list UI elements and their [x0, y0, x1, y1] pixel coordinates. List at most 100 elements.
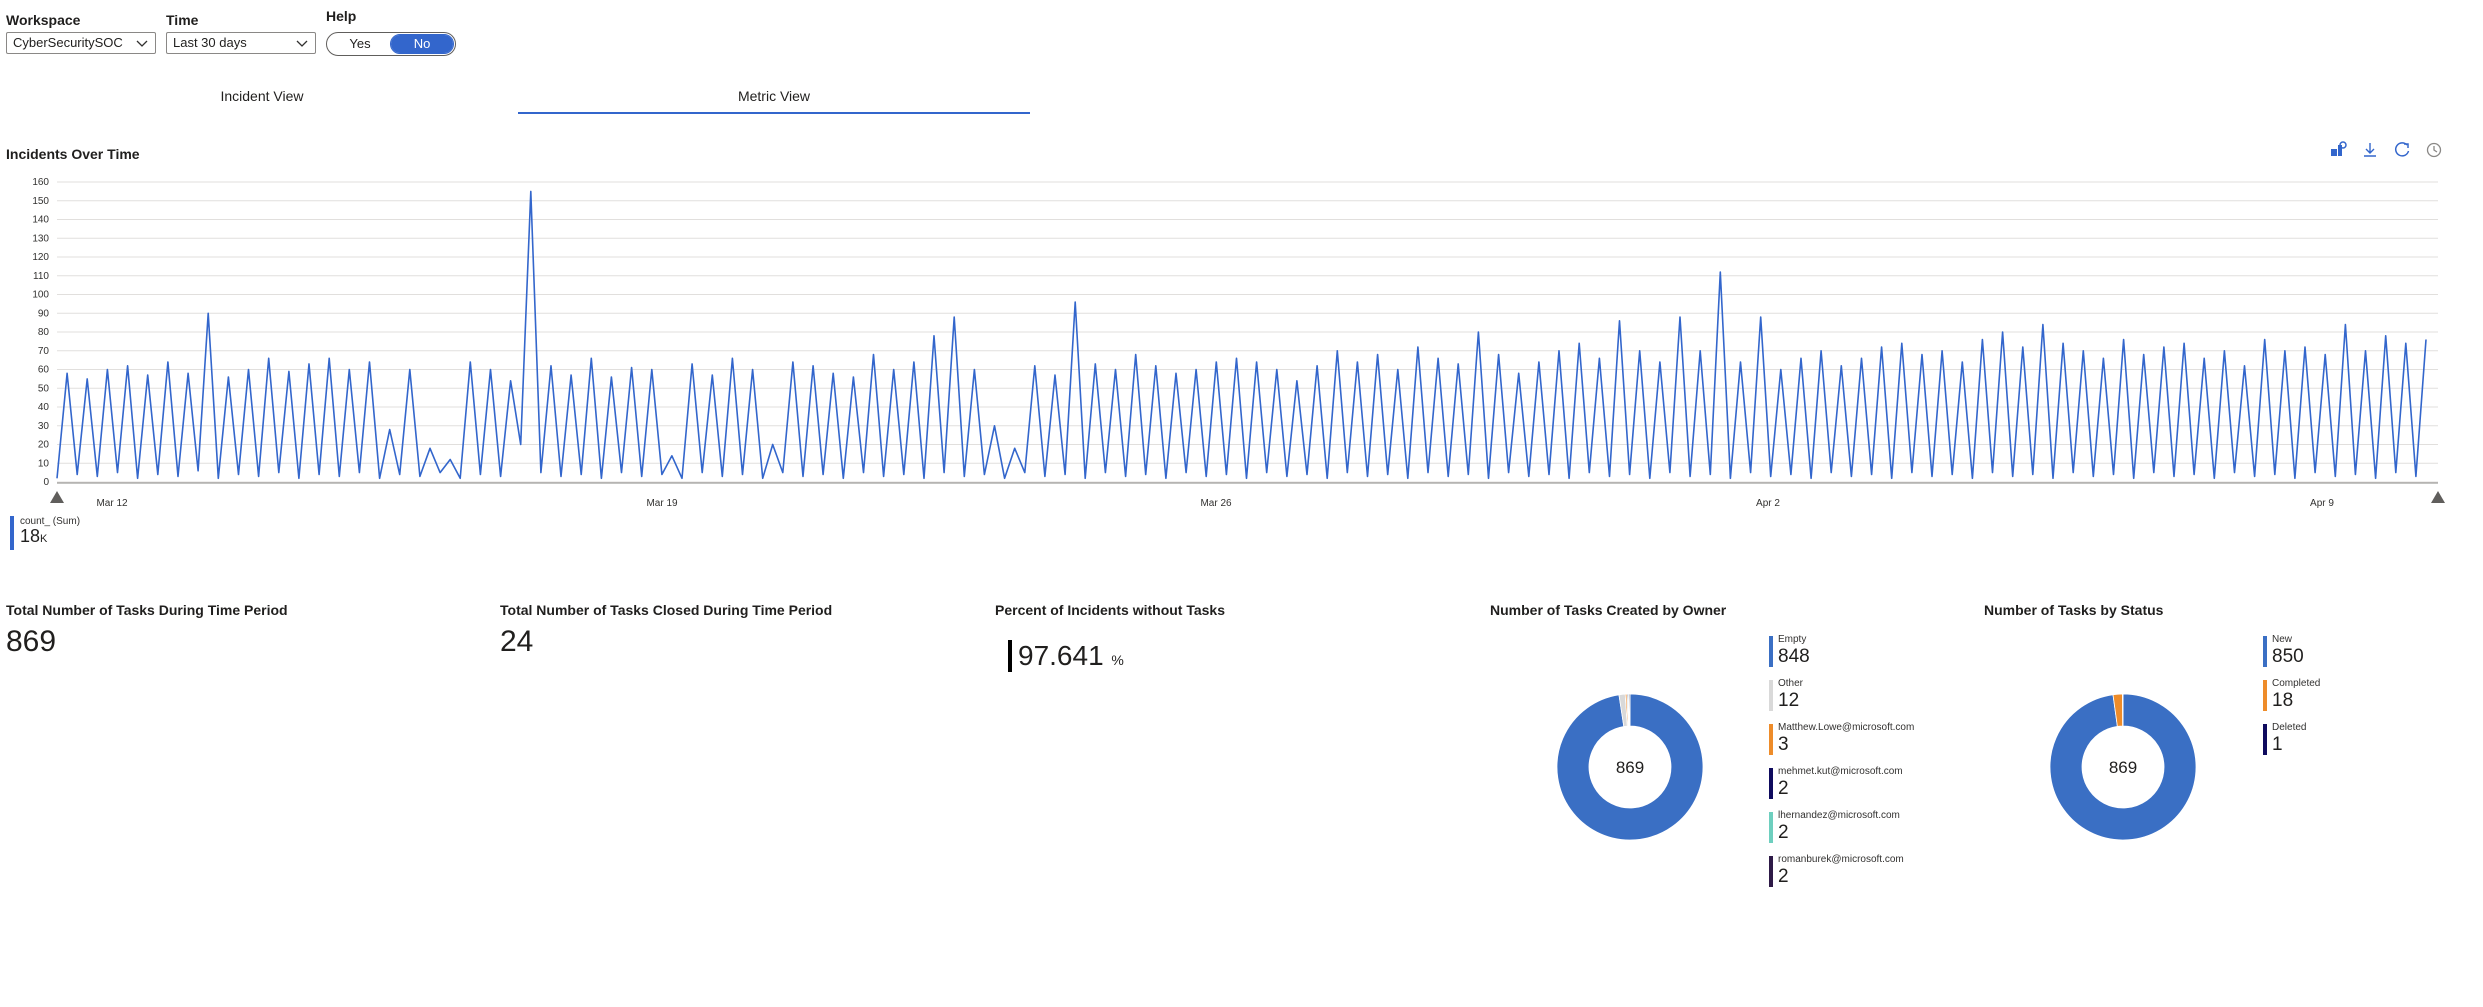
pct-without-tasks-title: Percent of Incidents without Tasks [995, 602, 1226, 618]
y-tick-label: 150 [32, 196, 49, 207]
legend-item[interactable]: Other 12 [1769, 678, 1914, 722]
pin-icon[interactable] [2328, 140, 2348, 160]
time-value: Last 30 days [173, 35, 247, 50]
legend-series-total: 18K [20, 526, 48, 546]
help-toggle[interactable]: Yes No [326, 32, 456, 56]
legend-item-name: Deleted [2272, 722, 2307, 733]
closed-tasks-title: Total Number of Tasks Closed During Time… [500, 602, 833, 618]
legend-unit: K [40, 533, 48, 545]
owner-donut-center: 869 [1616, 758, 1644, 777]
legend-item-name: mehmet.kut@microsoft.com [1778, 766, 1903, 777]
legend-item[interactable]: romanburek@microsoft.com 2 [1769, 854, 1914, 898]
chart-toolbar [2328, 140, 2444, 160]
donut-slice[interactable] [1628, 693, 1631, 727]
tab-metric-view[interactable]: Metric View [518, 84, 1030, 114]
legend-swatch [2263, 724, 2267, 755]
y-tick-label: 100 [32, 290, 49, 301]
workspace-value: CyberSecuritySOC [13, 35, 123, 50]
legend-item-name: lhernandez@microsoft.com [1778, 810, 1900, 821]
chart-legend: count_ (Sum) 18K [10, 516, 80, 550]
y-tick-label: 60 [38, 365, 50, 376]
x-tick-label: Apr 9 [2310, 498, 2334, 509]
workspace-param: Workspace CyberSecuritySOC [6, 12, 156, 56]
y-tick-label: 50 [38, 383, 50, 394]
legend-item[interactable]: Completed 18 [2263, 678, 2320, 722]
y-tick-label: 20 [38, 440, 50, 451]
chevron-down-icon [296, 40, 308, 47]
legend-item-name: Other [1778, 678, 1804, 689]
legend-swatch [2263, 636, 2267, 667]
parameter-bar: Workspace CyberSecuritySOC Time Last 30 … [6, 8, 456, 56]
legend-item-value: 850 [2272, 646, 2304, 667]
help-param: Help Yes No [326, 8, 456, 56]
legend-item-value: 2 [1778, 866, 1789, 887]
chevron-down-icon [136, 40, 148, 47]
pct-without-tasks-value: 97.641 % [1008, 640, 1124, 672]
legend-swatch [1769, 812, 1773, 843]
legend-item-name: New [2272, 634, 2293, 645]
legend-item[interactable]: mehmet.kut@microsoft.com 2 [1769, 766, 1914, 810]
time-param: Time Last 30 days [166, 12, 316, 56]
x-tick-label: Mar 19 [646, 498, 678, 509]
legend-swatch [1769, 856, 1773, 887]
help-label: Help [326, 8, 357, 24]
view-tabs: Incident View Metric View [6, 84, 1030, 114]
x-tick-label: Apr 2 [1756, 498, 1780, 509]
legend-swatch [1769, 680, 1773, 711]
y-tick-label: 110 [33, 271, 49, 282]
y-tick-label: 10 [38, 458, 50, 469]
legend-item-name: Empty [1778, 634, 1807, 645]
closed-tasks-value: 24 [500, 625, 534, 658]
y-tick-label: 160 [32, 177, 49, 188]
y-tick-label: 90 [38, 308, 50, 319]
legend-item[interactable]: lhernandez@microsoft.com 2 [1769, 810, 1914, 854]
total-tasks-value: 869 [6, 625, 57, 658]
legend-swatch [1769, 636, 1773, 667]
owner-donut-chart: 869 [1556, 693, 1704, 841]
legend-item-value: 18 [2272, 690, 2294, 711]
tab-incident-view[interactable]: Incident View [220, 88, 304, 104]
legend-item-value: 3 [1778, 734, 1789, 755]
x-tick-label: Mar 12 [96, 498, 128, 509]
legend-item[interactable]: Empty 848 [1769, 634, 1914, 678]
download-icon[interactable] [2360, 140, 2380, 160]
range-handle-right[interactable] [2431, 491, 2445, 503]
legend-item[interactable]: New 850 [2263, 634, 2320, 678]
refresh-icon[interactable] [2392, 140, 2412, 160]
status-donut-chart: 869 [2049, 693, 2197, 841]
legend-swatch [1769, 768, 1773, 799]
y-tick-label: 0 [43, 477, 49, 488]
owner-tile-title: Number of Tasks Created by Owner [1490, 602, 1727, 618]
workspace-dropdown[interactable]: CyberSecuritySOC [6, 32, 156, 54]
time-dropdown[interactable]: Last 30 days [166, 32, 316, 54]
y-tick-label: 130 [32, 233, 49, 244]
pct-unit: % [1111, 652, 1124, 668]
y-tick-label: 70 [38, 346, 50, 357]
legend-item[interactable]: Deleted 1 [2263, 722, 2320, 766]
range-handle-left[interactable] [50, 491, 64, 503]
legend-item-value: 2 [1778, 778, 1789, 799]
donut-slice[interactable] [1556, 693, 1704, 841]
x-tick-label: Mar 26 [1200, 498, 1232, 509]
owner-legend: Empty 848 Other 12 Matthew.Lowe@microsoft.co… [1769, 634, 1914, 898]
help-yes-option[interactable]: Yes [349, 36, 371, 51]
y-tick-label: 40 [38, 402, 50, 413]
y-tick-label: 80 [38, 327, 50, 338]
workspace-label: Workspace [6, 12, 81, 28]
legend-swatch [2263, 680, 2267, 711]
legend-item-name: romanburek@microsoft.com [1778, 854, 1904, 865]
legend-item-value: 12 [1778, 690, 1800, 711]
status-tile-title: Number of Tasks by Status [1984, 602, 2164, 618]
legend-swatch [1769, 724, 1773, 755]
donut-slice[interactable] [2049, 693, 2197, 841]
legend-item-value: 2 [1778, 822, 1789, 843]
y-tick-label: 30 [38, 421, 50, 432]
help-no-option[interactable]: No [390, 34, 454, 54]
legend-item-name: Matthew.Lowe@microsoft.com [1778, 722, 1915, 733]
donut-slice[interactable] [2122, 693, 2124, 727]
y-tick-label: 140 [32, 215, 49, 226]
total-tasks-title: Total Number of Tasks During Time Period [6, 602, 288, 618]
time-label: Time [166, 12, 199, 28]
history-icon[interactable] [2424, 140, 2444, 160]
legend-item[interactable]: Matthew.Lowe@microsoft.com 3 [1769, 722, 1914, 766]
